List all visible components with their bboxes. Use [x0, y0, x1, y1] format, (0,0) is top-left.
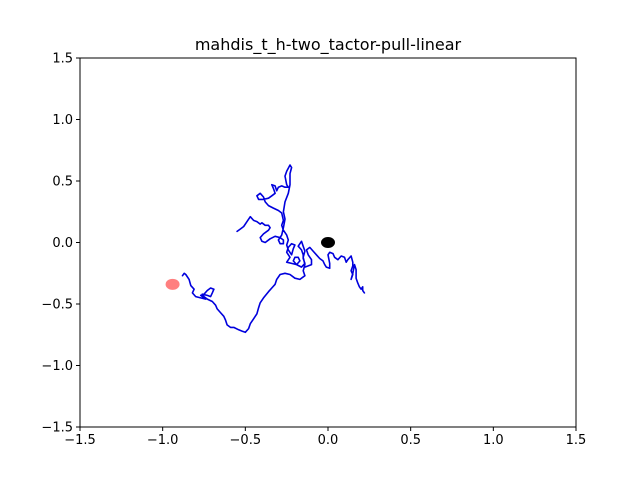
x-tick-label: 1.5 [566, 433, 587, 448]
trajectory-group [181, 164, 366, 334]
chart-title: mahdis_t_h-two_tactor-pull-linear [195, 35, 462, 55]
x-tick-label: −1.5 [64, 433, 96, 448]
position-marker-1 [321, 237, 335, 248]
position-marker-2 [165, 278, 180, 290]
x-tick-label: 1.0 [483, 433, 504, 448]
x-axis: −1.5 −1.0 −0.5 0.0 0.5 1.0 1.5 [64, 427, 586, 448]
x-tick-label: −0.5 [230, 433, 262, 448]
y-tick-label: 0.5 [52, 175, 73, 190]
y-tick-label: 1.5 [52, 52, 73, 67]
trajectory-line-1 [181, 164, 306, 334]
y-tick-label: −1.0 [41, 359, 73, 374]
marker-group [165, 237, 335, 290]
y-axis: −1.5 −1.0 −0.5 0.0 0.5 1.0 1.5 [41, 52, 80, 436]
y-tick-label: 0.0 [52, 236, 73, 251]
x-tick-label: 0.0 [318, 433, 339, 448]
y-tick-label: 1.0 [52, 113, 73, 128]
y-tick-label: −1.5 [41, 421, 73, 436]
x-tick-label: 0.5 [400, 433, 421, 448]
trajectory-line-2 [304, 246, 366, 294]
x-tick-label: −1.0 [147, 433, 179, 448]
y-tick-label: −0.5 [41, 298, 73, 313]
